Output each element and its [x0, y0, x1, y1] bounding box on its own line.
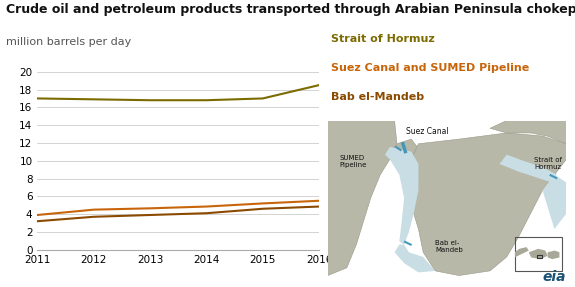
Polygon shape [547, 251, 559, 259]
Bar [537, 255, 542, 258]
Text: eia: eia [543, 270, 566, 284]
Polygon shape [500, 155, 557, 183]
Polygon shape [515, 247, 529, 257]
Text: million barrels per day: million barrels per day [6, 37, 131, 47]
Text: Bab el-
Mandeb: Bab el- Mandeb [435, 240, 463, 253]
Text: SUMED
Pipeline: SUMED Pipeline [340, 155, 367, 168]
Text: Suez Canal: Suez Canal [407, 127, 449, 136]
Text: Strait of
Hormuz: Strait of Hormuz [534, 158, 562, 170]
Polygon shape [404, 133, 566, 276]
Text: Bab el-Mandeb: Bab el-Mandeb [331, 92, 424, 102]
Polygon shape [542, 175, 566, 229]
Polygon shape [490, 121, 566, 144]
Polygon shape [394, 245, 435, 272]
Polygon shape [385, 147, 419, 245]
Text: Crude oil and petroleum products transported through Arabian Peninsula chokepoin: Crude oil and petroleum products transpo… [6, 3, 575, 16]
Polygon shape [397, 139, 419, 159]
Polygon shape [328, 121, 397, 276]
Polygon shape [529, 249, 547, 259]
Text: Strait of Hormuz: Strait of Hormuz [331, 34, 434, 44]
Text: Suez Canal and SUMED Pipeline: Suez Canal and SUMED Pipeline [331, 63, 529, 73]
